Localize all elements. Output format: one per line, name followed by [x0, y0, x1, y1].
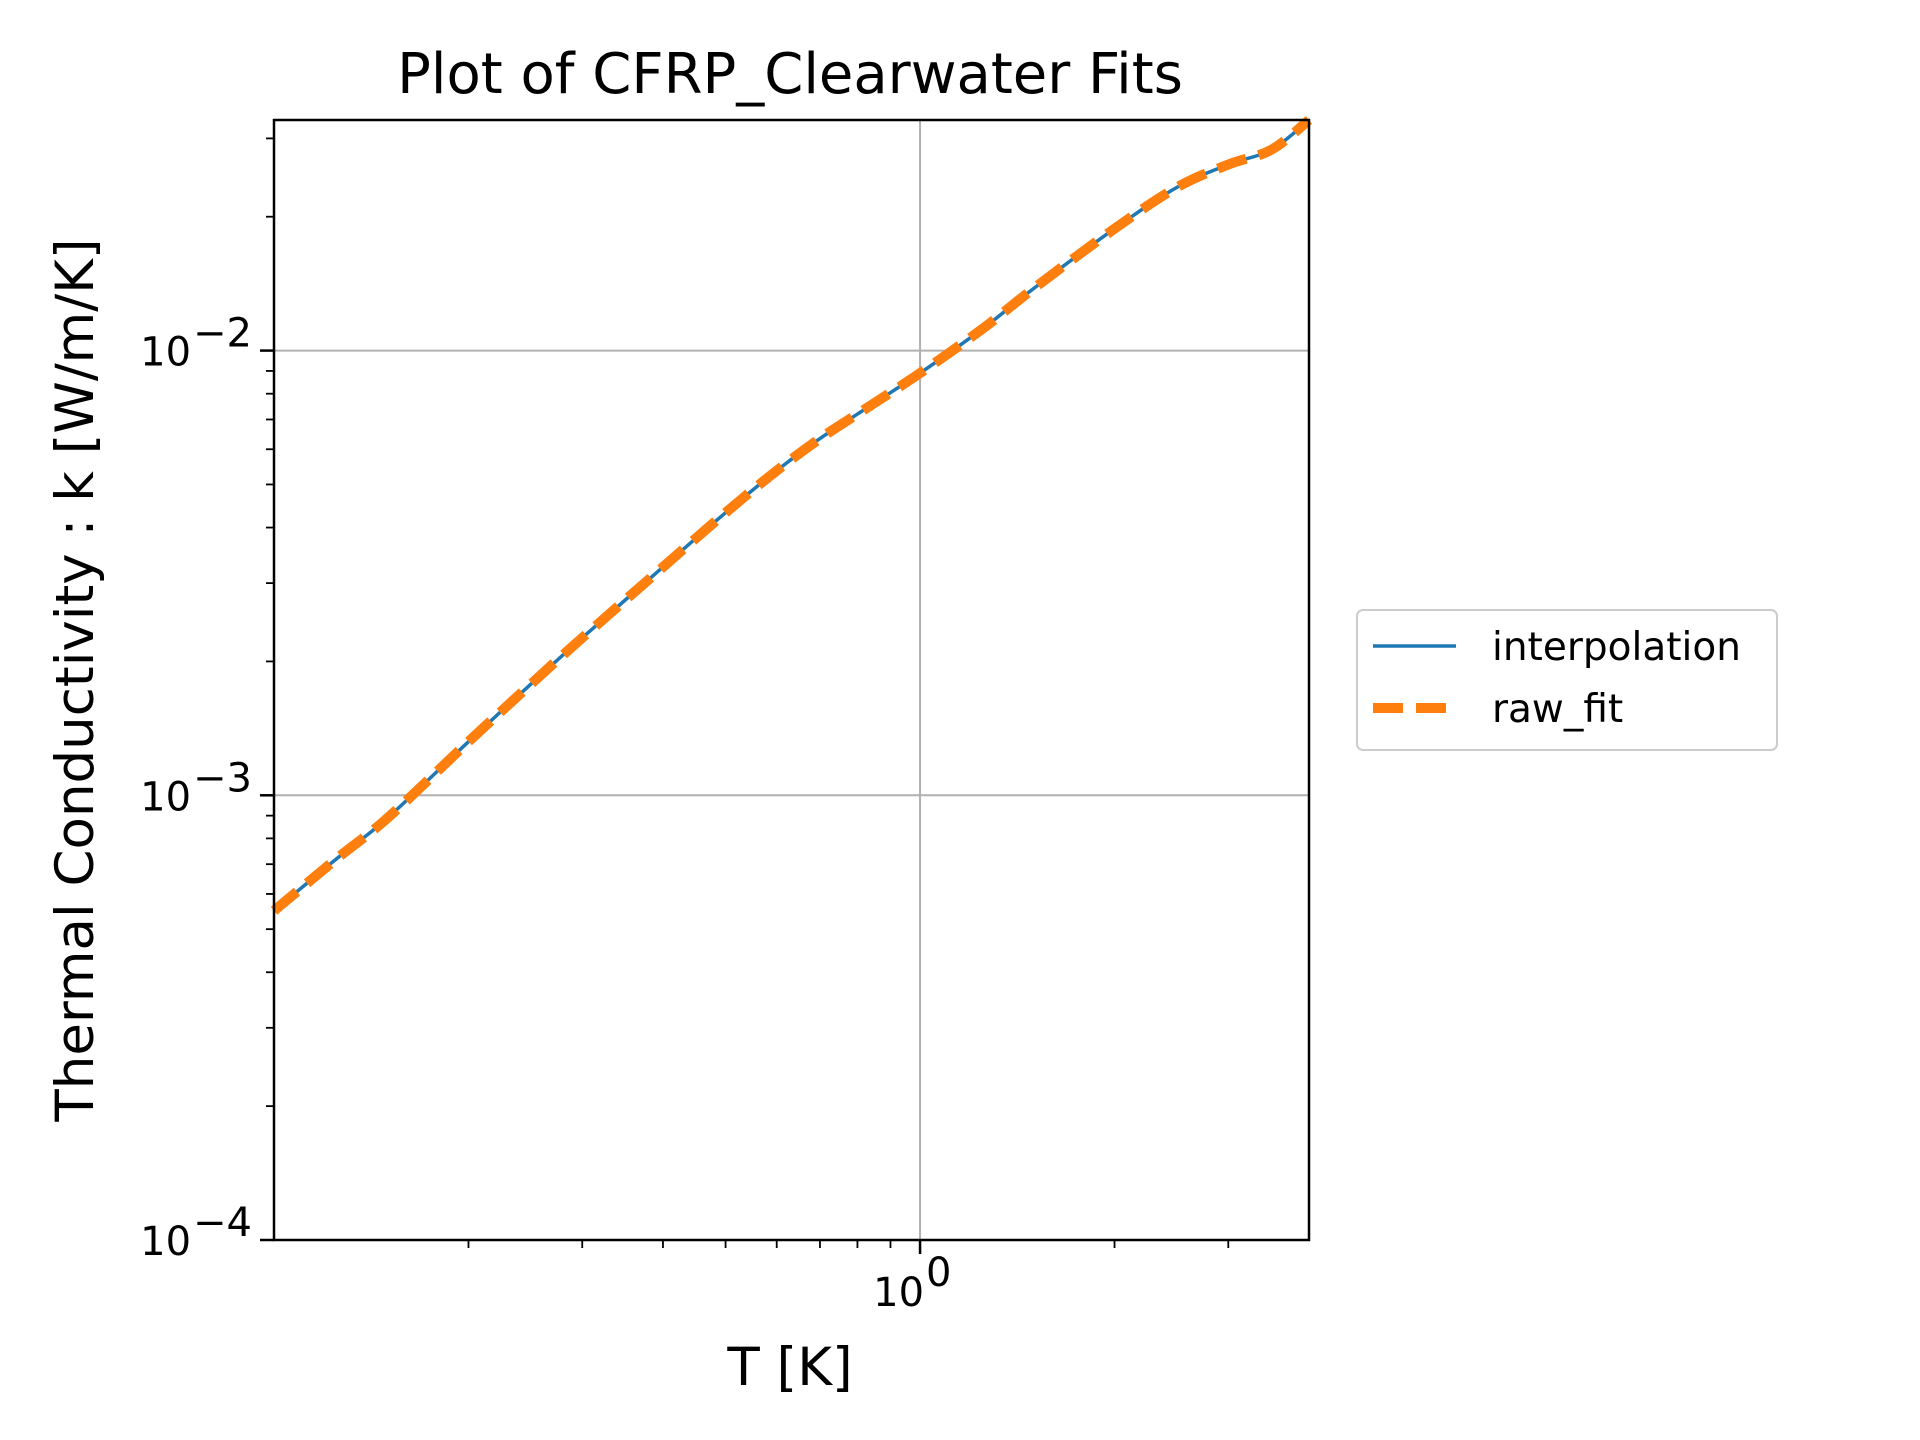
- y-tick-label: −210: [140, 311, 252, 376]
- plot-background: [274, 120, 1309, 1240]
- svg-text:−4: −4: [193, 1200, 252, 1246]
- svg-text:−2: −2: [193, 311, 252, 357]
- svg-text:10: 10: [140, 774, 191, 820]
- plot-frame: [272, 118, 1311, 1242]
- svg-text:10: 10: [140, 1219, 191, 1265]
- legend-label-interpolation: interpolation: [1492, 625, 1741, 670]
- minor-ticks: [266, 137, 1230, 1248]
- svg-text:0: 0: [926, 1250, 951, 1296]
- series-line-raw-fit: [270, 116, 1313, 915]
- chart-title: Plot of CFRP_Clearwater Fits: [397, 42, 1183, 107]
- legend-frame: [1356, 609, 1778, 751]
- grid: [274, 120, 1309, 1240]
- tick-labels: 10 0−410−310−210: [140, 311, 951, 1316]
- major-ticks: [260, 349, 922, 1254]
- y-axis-label: Thermal Conductivity : k [W/m/K]: [45, 238, 106, 1122]
- series: [270, 116, 1313, 915]
- svg-text:−3: −3: [193, 755, 252, 801]
- legend: interpolation raw_fit: [1356, 609, 1778, 751]
- x-tick-label: 10 0: [873, 1250, 951, 1316]
- legend-label-raw-fit: raw_fit: [1492, 687, 1623, 732]
- y-tick-label: −310: [140, 755, 252, 820]
- x-axis-label: T [K]: [726, 1337, 852, 1398]
- svg-text:10: 10: [873, 1270, 924, 1316]
- svg-text:10: 10: [140, 330, 191, 376]
- plot-area: [260, 116, 1313, 1254]
- y-tick-label: −410: [140, 1200, 252, 1265]
